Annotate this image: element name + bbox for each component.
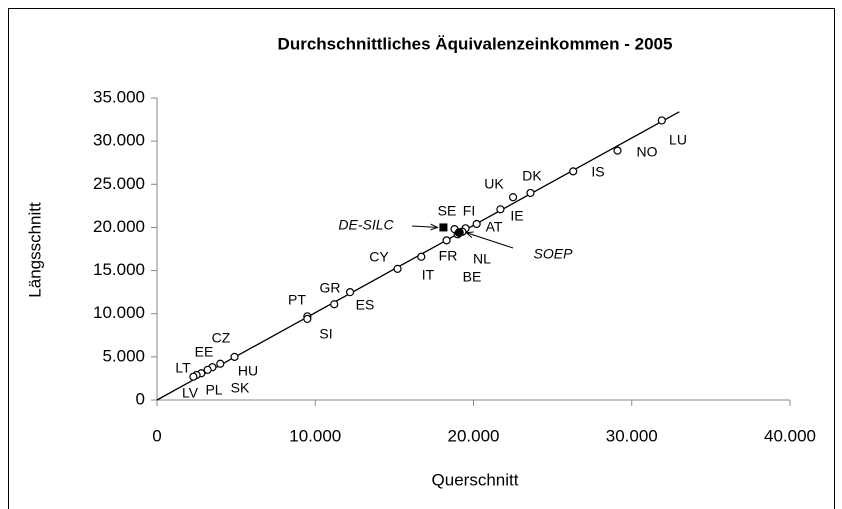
y-tick-label: 5.000 — [102, 346, 145, 365]
point — [345, 288, 355, 297]
point-label: GR — [320, 280, 341, 296]
point — [657, 116, 666, 125]
point-label: CY — [369, 249, 389, 265]
point-label: PL — [205, 382, 222, 398]
point — [613, 146, 622, 155]
highlight-point — [439, 223, 448, 232]
point — [526, 188, 535, 198]
point-label: LV — [182, 385, 199, 401]
point-label: LT — [175, 360, 191, 376]
point — [303, 314, 312, 323]
y-tick-label: 35.000 — [93, 87, 145, 106]
x-tick-label: 30.000 — [606, 426, 658, 445]
highlight-point — [454, 228, 464, 238]
y-tick-label: 25.000 — [93, 174, 145, 193]
annotation-arrow — [411, 226, 437, 227]
point — [230, 352, 239, 361]
y-axis-title: Längsschnitt — [25, 202, 44, 298]
annotation: DE-SILC — [338, 217, 394, 233]
point-label: NO — [637, 144, 658, 160]
annotation: SOEP — [534, 246, 574, 262]
point-label: CZ — [212, 330, 231, 346]
x-tick-label: 10.000 — [289, 426, 341, 445]
point-label: HU — [238, 363, 258, 379]
point-label: SE — [438, 203, 457, 219]
point-label: NL — [473, 251, 491, 267]
point-label: PT — [288, 292, 306, 308]
point-label: ES — [356, 297, 375, 313]
point-label: IS — [591, 164, 604, 180]
y-tick-label: 20.000 — [93, 217, 145, 236]
chart-title: Durchschnittliches Äquivalenzeinkommen -… — [278, 34, 673, 53]
point-label: LU — [669, 132, 687, 148]
point — [442, 236, 451, 245]
point — [203, 365, 212, 374]
point-label: EE — [195, 344, 214, 360]
point — [569, 167, 578, 176]
x-tick-label: 0 — [152, 426, 161, 445]
point-label: AT — [486, 219, 503, 235]
point — [417, 252, 426, 261]
x-axis-title: Querschnitt — [432, 470, 519, 489]
y-tick-label: 15.000 — [93, 260, 145, 279]
point-label: DK — [522, 168, 542, 184]
y-tick-label: 10.000 — [93, 303, 145, 322]
frame — [8, 8, 835, 509]
point-label: SK — [231, 380, 250, 396]
point-label: BE — [463, 269, 482, 285]
y-tick-label: 0 — [136, 389, 145, 408]
point-label: SI — [319, 326, 332, 342]
point — [472, 219, 481, 229]
point — [508, 193, 518, 202]
annotation-arrow — [466, 233, 514, 249]
point-label: IE — [510, 208, 523, 224]
point — [216, 359, 225, 368]
point-label: FI — [463, 203, 475, 219]
point-label: IT — [422, 267, 435, 283]
point — [496, 205, 505, 214]
point — [189, 372, 198, 381]
y-tick-label: 30.000 — [93, 131, 145, 150]
point — [393, 264, 402, 273]
point — [330, 300, 339, 309]
point-label: UK — [484, 176, 504, 192]
x-tick-label: 40.000 — [764, 426, 816, 445]
point-label: FR — [439, 248, 458, 264]
x-tick-label: 20.000 — [448, 426, 500, 445]
